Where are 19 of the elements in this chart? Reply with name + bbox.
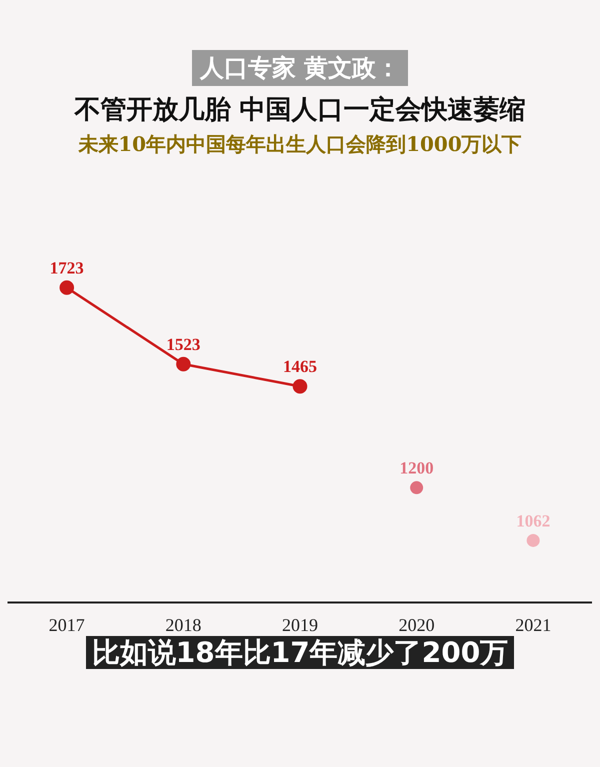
point bbox=[526, 534, 540, 547]
point bbox=[410, 481, 424, 494]
chart-title: 不管开放几胎 中国人口一定会快速萎缩 bbox=[73, 94, 527, 127]
x-tick-label: 2018 bbox=[165, 614, 202, 635]
text: 人口专家 黄文政： bbox=[192, 50, 408, 86]
point bbox=[60, 280, 74, 295]
data-label: 1723 bbox=[50, 258, 84, 278]
data-label: 1465 bbox=[283, 357, 317, 376]
data-label: 1523 bbox=[166, 335, 200, 354]
x-tick-label: 2020 bbox=[398, 614, 435, 635]
point bbox=[176, 356, 191, 372]
x-tick-label: 2017 bbox=[48, 614, 85, 635]
x-tick-label: 2021 bbox=[515, 614, 552, 635]
data-label: 1062 bbox=[516, 511, 550, 530]
text: 比如说18年比17年减少了200万 bbox=[86, 636, 514, 669]
chart-subtitle: 未来10年内中国每年出生人口会降到1000万以下 bbox=[77, 131, 523, 158]
data-label: 1200 bbox=[400, 458, 434, 478]
x-tick-label: 2019 bbox=[282, 614, 318, 635]
point bbox=[292, 379, 308, 394]
